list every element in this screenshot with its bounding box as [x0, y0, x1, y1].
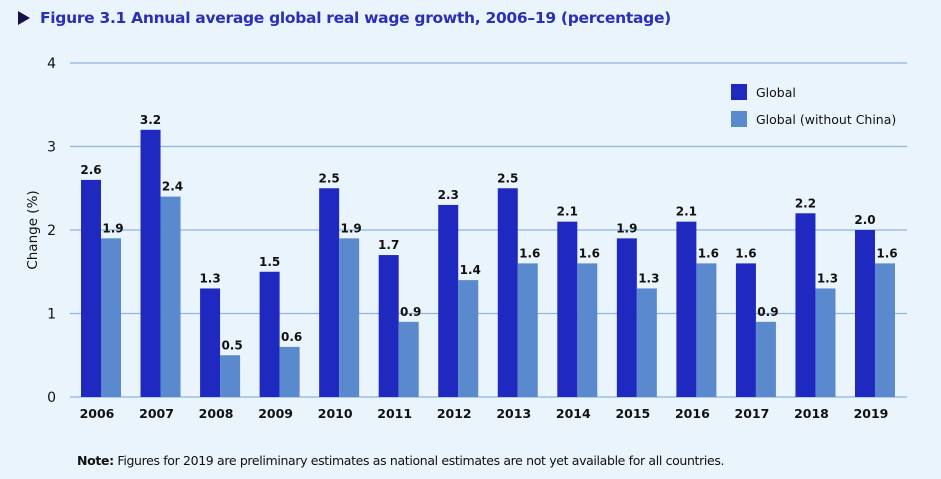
legend-item: Global (without China)	[731, 111, 896, 127]
legend-label: Global	[756, 85, 796, 100]
data-label: 3.2	[140, 113, 161, 127]
bars	[81, 129, 895, 398]
bar-global-2015	[616, 238, 637, 397]
note-text: Figures for 2019 are preliminary estimat…	[113, 453, 725, 468]
bar-global-2013	[497, 188, 518, 397]
bar-global-without-china-2013	[517, 263, 538, 397]
x-tick-label: 2014	[556, 406, 591, 421]
x-tick-label: 2013	[496, 406, 531, 421]
data-label: 0.9	[757, 305, 778, 319]
data-label: 1.9	[102, 221, 123, 235]
bar-global-2014	[557, 221, 578, 397]
y-tick-label: 1	[47, 307, 56, 323]
bar-global-2019	[855, 230, 875, 397]
bar-global-2006	[81, 179, 101, 397]
x-tick-label: 2008	[199, 406, 234, 421]
x-tick-label: 2019	[854, 406, 889, 421]
data-label: 1.3	[199, 271, 220, 285]
bar-global-2010	[319, 188, 340, 397]
bar-global-2009	[259, 271, 280, 397]
legend: Global Global (without China)	[731, 84, 896, 127]
y-tick-label: 2	[47, 223, 56, 239]
bar-global-without-china-2015	[636, 288, 657, 397]
data-label: 2.3	[438, 188, 459, 202]
triangle-bullet-icon	[18, 11, 30, 25]
bar-chart: 0 1 2 3 4 Change (%) 2.6 1.9 3.2 2.4 1.3 0.5 1.5 0.…	[25, 56, 907, 421]
x-tick-label: 2006	[80, 406, 115, 421]
bar-global-2011	[378, 255, 399, 397]
x-axis-ticks: 2006 2007 2008 2009 2010 2011 2012 2013 2014 2015…	[80, 406, 889, 421]
bar-global-2012	[438, 204, 459, 397]
bar-global-without-china-2009	[279, 346, 300, 397]
bar-global-without-china-2014	[577, 263, 598, 397]
data-label: 1.5	[259, 255, 280, 269]
y-tick-label: 3	[47, 140, 56, 156]
data-label: 1.9	[341, 221, 362, 235]
bar-global-without-china-2006	[101, 238, 121, 397]
bar-global-2016	[676, 221, 697, 397]
data-label: 1.6	[579, 246, 600, 260]
x-tick-label: 2016	[675, 406, 710, 421]
data-label: 2.1	[676, 205, 697, 219]
bar-global-without-china-2010	[339, 238, 360, 397]
bar-global-2017	[735, 263, 756, 397]
data-label: 1.6	[735, 246, 756, 260]
bar-global-without-china-2011	[398, 321, 419, 397]
data-label: 2.5	[497, 171, 518, 185]
x-tick-label: 2011	[377, 406, 412, 421]
data-label: 2.6	[80, 163, 101, 177]
data-label: 2.2	[795, 196, 816, 210]
y-axis-ticks: 0 1 2 3 4	[47, 56, 56, 406]
data-label: 1.3	[817, 271, 838, 285]
data-label: 1.6	[698, 246, 719, 260]
data-label: 1.3	[638, 271, 659, 285]
data-label: 0.9	[400, 305, 421, 319]
y-tick-label: 0	[47, 390, 56, 406]
data-label: 1.6	[519, 246, 540, 260]
x-tick-label: 2017	[735, 406, 770, 421]
data-label: 0.5	[221, 338, 242, 352]
data-label: 2.1	[557, 205, 578, 219]
bar-global-without-china-2016	[696, 263, 717, 397]
data-label: 1.9	[616, 221, 637, 235]
bar-global-2007	[140, 129, 161, 398]
y-axis-label: Change (%)	[25, 190, 41, 269]
x-tick-label: 2018	[794, 406, 829, 421]
data-label: 2.4	[162, 180, 183, 194]
bar-global-without-china-2012	[458, 280, 479, 397]
x-tick-label: 2007	[139, 406, 174, 421]
figure-note: Note: Figures for 2019 are preliminary e…	[77, 453, 725, 468]
data-labels: 2.6 1.9 3.2 2.4 1.3 0.5 1.5 0.6 2.5 1.9 1.7 0.9 2.3 1…	[80, 113, 897, 352]
data-label: 2.0	[854, 213, 875, 227]
legend-label: Global (without China)	[756, 112, 896, 127]
data-label: 1.7	[378, 238, 399, 252]
legend-swatch	[731, 111, 747, 127]
x-tick-label: 2015	[615, 406, 650, 421]
legend-swatch	[731, 84, 747, 100]
bar-global-2018	[795, 213, 816, 397]
y-tick-label: 4	[47, 56, 56, 72]
bar-global-2008	[200, 288, 221, 397]
legend-item: Global	[731, 84, 796, 100]
bar-global-without-china-2017	[755, 321, 776, 397]
x-tick-label: 2009	[258, 406, 293, 421]
data-label: 2.5	[319, 171, 340, 185]
bar-global-without-china-2018	[815, 288, 836, 397]
bar-global-without-china-2008	[220, 355, 241, 397]
data-label: 0.6	[281, 330, 302, 344]
figure-title-row: Figure 3.1 Annual average global real wa…	[14, 9, 671, 27]
data-label: 1.6	[876, 246, 897, 260]
x-tick-label: 2012	[437, 406, 472, 421]
data-label: 1.4	[460, 263, 481, 277]
x-tick-label: 2010	[318, 406, 353, 421]
figure-title: Figure 3.1 Annual average global real wa…	[40, 9, 671, 27]
bar-global-without-china-2007	[160, 196, 181, 397]
bar-global-without-china-2019	[875, 263, 895, 397]
note-label: Note:	[77, 453, 114, 468]
